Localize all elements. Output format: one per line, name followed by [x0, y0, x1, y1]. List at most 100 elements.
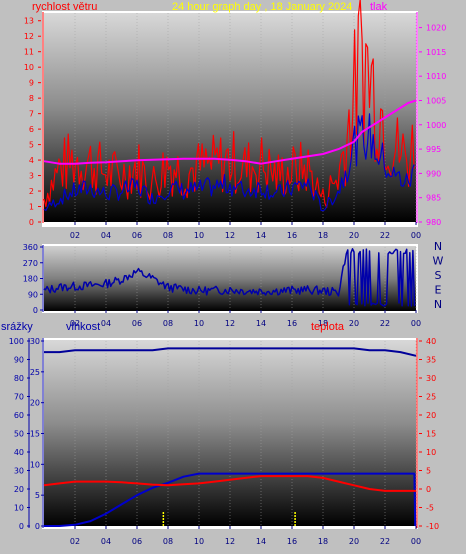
humidity-y-tick-label: 100: [9, 337, 24, 346]
humidity-line: [44, 347, 417, 357]
temperature-y-tick-label: 0: [426, 485, 431, 494]
rain-panel-x-tick-label: 08: [163, 537, 173, 546]
pressure-y-tick-label: 1020: [426, 24, 446, 33]
direction-panel-x-tick-label: 08: [163, 319, 173, 328]
wind-y-tick-label: 8: [29, 94, 34, 103]
rain-panel-x-tick-label: 02: [70, 537, 80, 546]
rain-y-tick-label: 20: [30, 399, 40, 408]
pressure-y-tick-label: 1005: [426, 96, 446, 105]
humidity-y-tick-label: 70: [14, 393, 24, 402]
wind-panel-x-tick-label: 22: [380, 231, 390, 240]
wind-panel-x-tick-label: 12: [225, 231, 235, 240]
direction-compass-label: N: [434, 298, 442, 311]
rain-axis-title: srážky: [1, 321, 33, 333]
rain-y-tick-label: 25: [30, 368, 40, 377]
wind-y-tick-label: 4: [29, 156, 34, 165]
rain-panel-x-tick-label: 22: [380, 537, 390, 546]
header-left-label: rychlost větru: [32, 1, 97, 13]
header-right-label: tlak: [370, 1, 388, 13]
direction-y-tick-label: 0: [33, 306, 38, 315]
pressure-y-tick-label: 1010: [426, 72, 446, 81]
pressure-y-tick-label: 1015: [426, 48, 446, 57]
humidity-y-tick-label: 60: [14, 411, 24, 420]
wind-y-tick-label: 13: [24, 17, 34, 26]
wind-y-tick-label: 11: [24, 48, 34, 57]
wind-y-tick-label: 9: [29, 79, 34, 88]
wind-average-line: [43, 113, 415, 212]
temperature-y-tick-label: 10: [426, 448, 436, 457]
direction-y-tick-label: 180: [23, 275, 38, 284]
rain-y-tick-label: 10: [30, 460, 40, 469]
temperature-y-tick-label: 15: [426, 430, 436, 439]
pressure-line: [43, 99, 417, 165]
temperature-y-tick-label: 30: [426, 374, 436, 383]
humidity-y-tick-label: 10: [14, 504, 24, 513]
pressure-y-tick-label: 985: [426, 194, 441, 203]
wind-y-tick-label: 2: [29, 187, 34, 196]
pressure-y-tick-label: 995: [426, 145, 441, 154]
direction-panel-x-tick-label: 06: [132, 319, 142, 328]
wind-panel-x-tick-label: 04: [101, 231, 111, 240]
wind-panel-x-tick-label: 14: [256, 231, 266, 240]
wind-gust-line: [43, 0, 415, 208]
humidity-y-tick-label: 80: [14, 374, 24, 383]
direction-panel-x-tick-label: 22: [380, 319, 390, 328]
temperature-y-tick-label: 25: [426, 393, 436, 402]
wind-y-tick-label: 6: [29, 125, 34, 134]
bottom-panel-plot: [44, 340, 416, 526]
rain-panel-x-tick-label: 12: [225, 537, 235, 546]
humidity-y-tick-label: 90: [14, 356, 24, 365]
rain-y-tick-label: 0: [35, 522, 40, 531]
direction-compass-label: S: [435, 269, 442, 282]
direction-panel-x-tick-label: 10: [194, 319, 204, 328]
wind-direction-line: [43, 248, 416, 307]
rain-panel-x-tick-label: 16: [287, 537, 297, 546]
pressure-y-tick-label: 1000: [426, 121, 446, 130]
direction-panel-x-tick-label: 02: [70, 319, 80, 328]
wind-y-tick-label: 10: [24, 63, 34, 72]
temperature-y-tick-label: 5: [426, 467, 431, 476]
rain-panel-x-tick-label: 00: [411, 537, 421, 546]
rain-panel-x-tick-label: 04: [101, 537, 111, 546]
rain-panel-x-tick-label: 06: [132, 537, 142, 546]
direction-panel-x-tick-label: 04: [101, 319, 111, 328]
direction-y-tick-label: 270: [23, 259, 38, 268]
direction-compass-label: N: [434, 240, 442, 253]
humidity-axis-title: vlhkost: [66, 321, 100, 333]
direction-y-tick-label: 90: [28, 290, 38, 299]
humidity-y-tick-label: 20: [14, 485, 24, 494]
direction-y-tick-label: 360: [23, 243, 38, 252]
direction-compass-label: E: [435, 284, 442, 297]
wind-y-tick-label: 3: [29, 172, 34, 181]
wind-panel-x-tick-label: 00: [411, 231, 421, 240]
rain-y-tick-label: 15: [30, 430, 40, 439]
temperature-y-tick-label: 20: [426, 411, 436, 420]
wind-y-tick-label: 1: [29, 203, 34, 212]
rain-panel-x-tick-label: 10: [194, 537, 204, 546]
temperature-y-tick-label: 35: [426, 356, 436, 365]
temperature-axis-title: teplota: [311, 321, 345, 333]
rain-panel-x-tick-label: 18: [318, 537, 328, 546]
pressure-y-tick-label: 990: [426, 169, 441, 178]
rain-y-tick-label: 5: [35, 491, 40, 500]
wind-panel-x-tick-label: 16: [287, 231, 297, 240]
humidity-y-tick-label: 40: [14, 448, 24, 457]
temperature-y-tick-label: -10: [426, 522, 439, 531]
rain-panel-x-tick-label: 14: [256, 537, 266, 546]
direction-panel-x-tick-label: 14: [256, 319, 266, 328]
wind-panel-x-tick-label: 18: [318, 231, 328, 240]
temperature-y-tick-label: -5: [426, 504, 434, 513]
temperature-y-tick-label: 40: [426, 337, 436, 346]
wind-y-tick-label: 0: [29, 218, 34, 227]
wind-y-tick-label: 5: [29, 141, 34, 150]
wind-panel-x-tick-label: 06: [132, 231, 142, 240]
wind-y-tick-label: 12: [24, 32, 34, 41]
direction-panel-x-tick-label: 12: [225, 319, 235, 328]
wind-panel-x-tick-label: 10: [194, 231, 204, 240]
direction-panel-x-tick-label: 16: [287, 319, 297, 328]
direction-compass-label: W: [433, 255, 444, 268]
wind-panel-x-tick-label: 02: [70, 231, 80, 240]
pressure-y-tick-label: 980: [426, 218, 441, 227]
